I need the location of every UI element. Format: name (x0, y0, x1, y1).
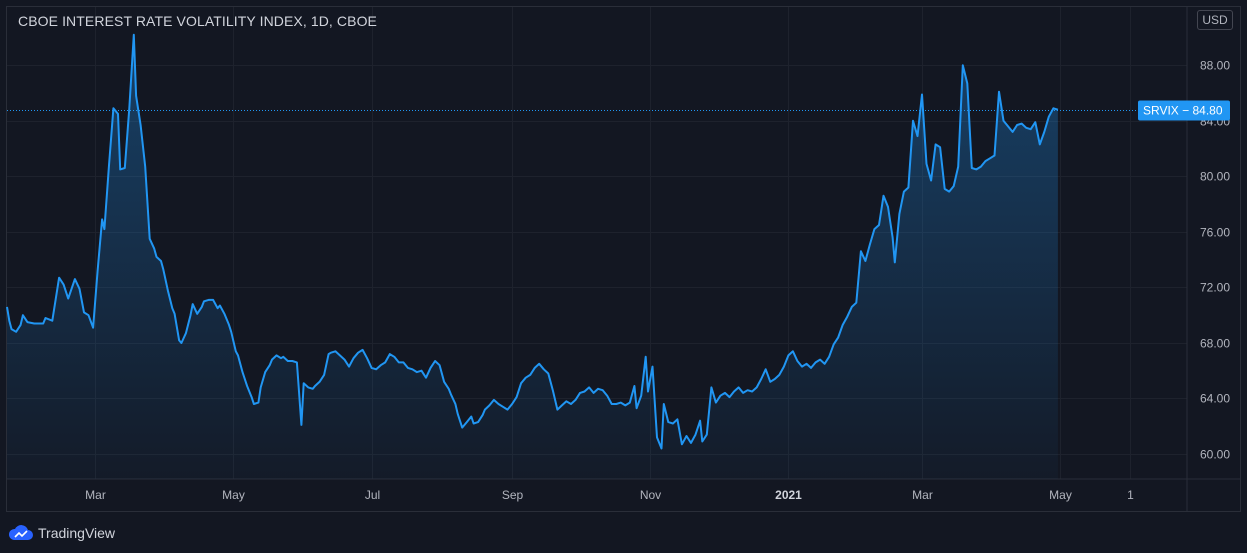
last-price-label: SRVIX − 84.80 (1138, 100, 1230, 121)
y-tick-label: 64.00 (1200, 392, 1230, 406)
tradingview-logo[interactable]: TradingView (8, 522, 115, 544)
currency-button[interactable]: USD (1197, 10, 1233, 30)
series-area-fill (7, 34, 1058, 480)
y-tick-label: 60.00 (1200, 448, 1230, 462)
chart-title: CBOE INTEREST RATE VOLATILITY INDEX, 1D,… (18, 13, 377, 29)
x-tick-label: May (1049, 488, 1072, 502)
tradingview-logo-text: TradingView (38, 525, 116, 541)
last-price-label-bg (1138, 100, 1230, 121)
series-line (6, 33, 1059, 450)
tradingview-cloud-icon (8, 525, 33, 540)
time-axis[interactable]: Mar May Jul Sep Nov 2021 Mar May 1 (85, 488, 1134, 502)
y-tick-label: 72.00 (1200, 281, 1230, 295)
x-tick-label: Sep (502, 488, 524, 502)
x-tick-label: Nov (640, 488, 661, 502)
y-tick-label: 80.00 (1200, 170, 1230, 184)
x-tick-label: Mar (912, 488, 933, 502)
x-tick-label: Jul (365, 488, 380, 502)
x-tick-label: Mar (85, 488, 106, 502)
last-price-label-text: SRVIX − 84.80 (1143, 104, 1223, 118)
y-tick-label: 68.00 (1200, 337, 1230, 351)
x-tick-label: May (222, 488, 245, 502)
y-tick-label: 76.00 (1200, 226, 1230, 240)
y-tick-label: 88.00 (1200, 59, 1230, 73)
x-tick-label: 2021 (775, 488, 802, 502)
x-tick-label: 1 (1127, 488, 1134, 502)
